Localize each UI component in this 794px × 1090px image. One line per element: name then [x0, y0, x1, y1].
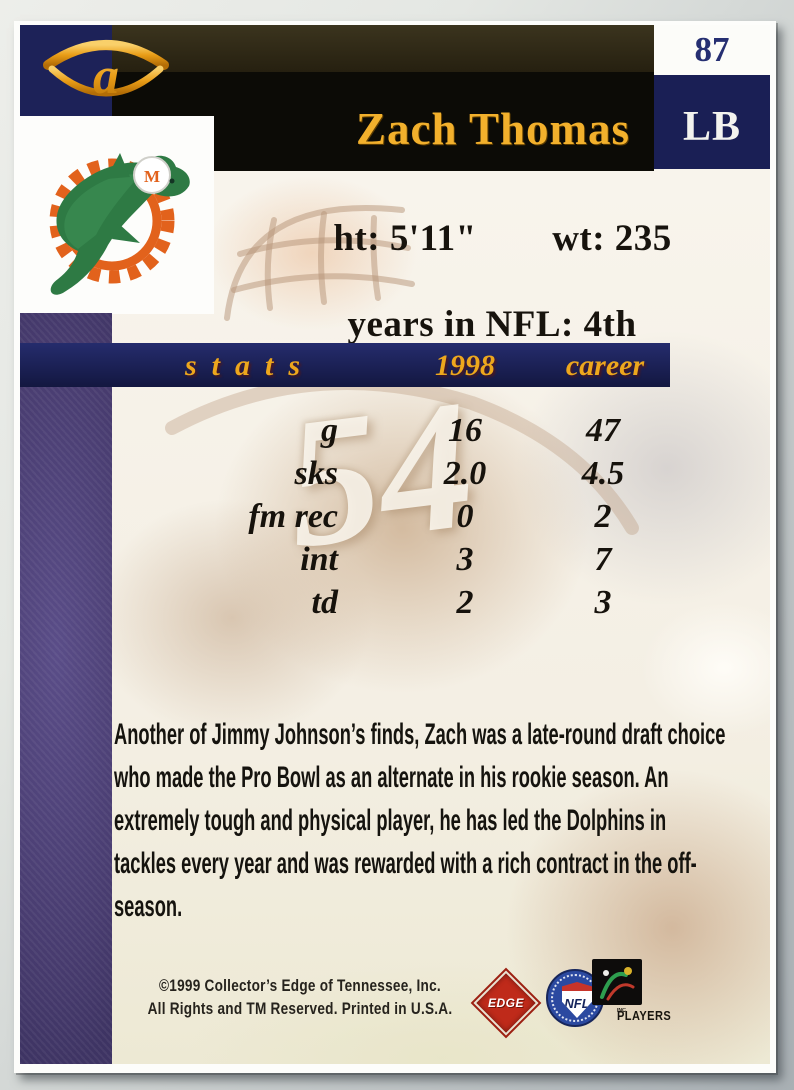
- stat-row-label: g: [321, 412, 338, 449]
- stat-row-1998-value: 2.0: [443, 455, 487, 492]
- players-text: PLAYERS: [617, 1008, 672, 1023]
- player-name: Zach Thomas: [356, 103, 630, 154]
- stat-row-label: sks: [294, 455, 338, 492]
- stat-row-career-value: 7: [594, 541, 612, 578]
- players-inc-graphic: [600, 967, 635, 1001]
- stat-row-1998-value: 0: [456, 498, 474, 535]
- players-inc-logo-icon: [592, 959, 642, 1005]
- advantage-a-letter: a: [93, 48, 119, 105]
- years-in-nfl-text: years in NFL: 4th: [347, 304, 637, 345]
- height-text: ht: 5'11": [333, 218, 477, 259]
- copyright-text: ©1999 Collector’s Edge of Tennessee, Inc…: [147, 976, 453, 1018]
- stats-header-band: stats 1998 career: [20, 343, 670, 387]
- player-bio-paragraph: Another of Jimmy Johnson’s finds, Zach w…: [114, 718, 726, 923]
- stat-row-career-value: 2: [594, 498, 612, 535]
- stat-row-1998-value: 3: [456, 541, 474, 578]
- stat-row-1998-value: 2: [456, 584, 474, 621]
- brand-strip: Advantage ™: [20, 313, 112, 1064]
- weight-text: wt: 235: [552, 218, 672, 259]
- player-photo: 54: [112, 168, 770, 1064]
- card-number: 87: [694, 30, 730, 69]
- career-column-header: career: [565, 349, 645, 382]
- team-logo-box: M: [20, 116, 214, 314]
- trading-card-back: 54 Zach Thomas 87 LB a: [14, 21, 776, 1073]
- players-inc-text: INC: [617, 1008, 626, 1014]
- advantage-a-logo-icon: a: [43, 40, 169, 105]
- helmet-letter: M: [144, 167, 160, 186]
- stat-row-1998-value: 16: [448, 412, 482, 449]
- trademark-symbol: ™: [66, 620, 85, 649]
- player-position: LB: [682, 104, 742, 150]
- header-olive-band: [112, 25, 654, 72]
- season-column-header: 1998: [435, 349, 495, 382]
- stats-column-header: stats: [184, 349, 316, 382]
- helmet-facemask-sketch: [165, 204, 639, 535]
- stat-row-label: fm rec: [248, 498, 338, 535]
- dolphins-logo-icon: M: [49, 152, 190, 295]
- nfl-logo-text: NFL: [564, 995, 590, 1011]
- stat-row-label: int: [300, 541, 338, 578]
- edge-logo-text: EDGE: [487, 995, 525, 1010]
- card-number-box: 87: [654, 25, 770, 75]
- position-box: LB: [654, 75, 770, 169]
- stat-row-career-value: 47: [586, 412, 620, 449]
- stat-row-label: td: [311, 584, 338, 621]
- stat-row-career-value: 3: [594, 584, 612, 621]
- stat-row-career-value: 4.5: [581, 455, 625, 492]
